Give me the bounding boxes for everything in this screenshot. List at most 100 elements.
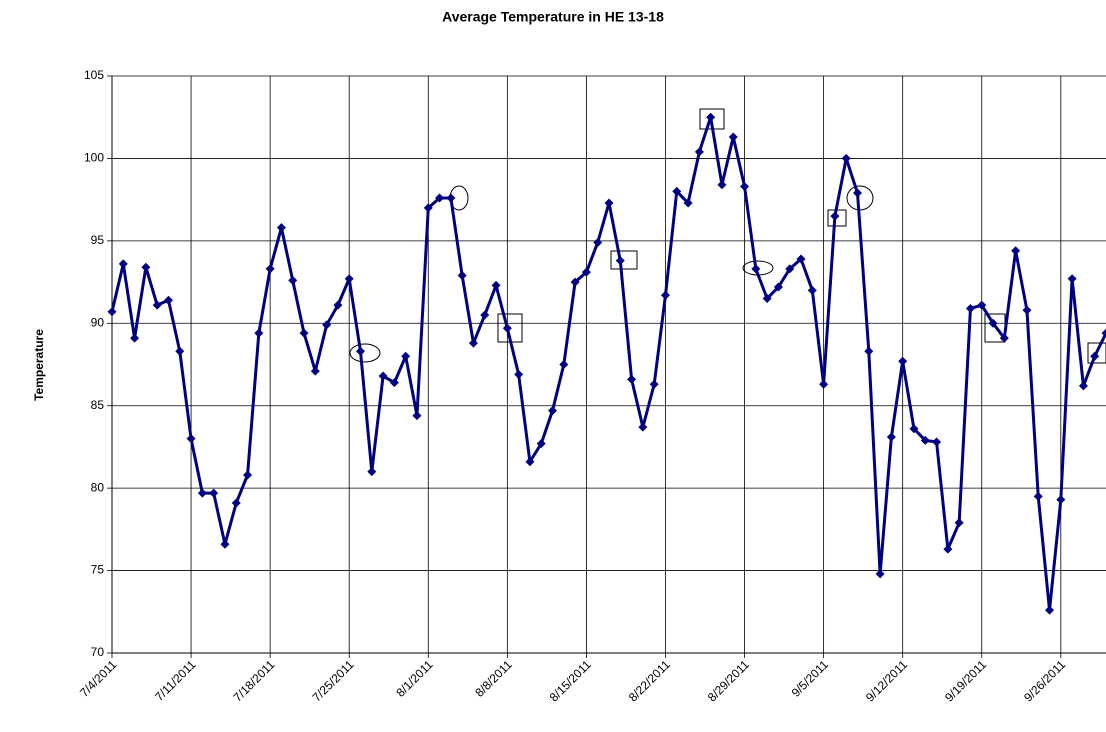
data-point [141,262,151,272]
y-tick-label: 75 [91,563,105,577]
data-point [310,366,320,376]
data-point [378,371,388,381]
x-tick-label: 8/15/2011 [547,657,594,704]
data-point [299,328,309,338]
data-point [548,406,558,416]
data-point [717,180,727,190]
data-point [694,147,704,157]
data-point [468,338,478,348]
data-point [649,379,659,389]
data-point [898,356,908,366]
data-point [502,323,512,333]
data-point [740,181,750,191]
data-point [491,280,501,290]
data-point [570,277,580,287]
x-tick-label: 8/29/2011 [705,657,752,704]
y-tick-label: 90 [91,315,105,329]
data-point [604,198,614,208]
data-point [853,188,862,198]
y-tick-label: 95 [91,233,105,247]
data-point [875,569,885,579]
data-point [660,290,670,300]
data-point [107,307,117,317]
data-point [525,457,535,467]
x-tick-label: 7/25/2011 [310,657,357,704]
data-point [819,379,829,389]
data-point [728,132,738,142]
data-point [1078,381,1088,391]
data-point [231,498,241,508]
data-point [762,294,772,304]
data-point [1045,605,1055,615]
data-point [401,351,411,361]
y-tick-label: 70 [91,645,105,659]
data-point [785,264,795,274]
data-point [581,267,591,277]
data-point [514,369,524,379]
data-point [920,435,930,445]
data-point [197,488,207,498]
data-point [130,333,140,343]
series-line [110,115,1106,612]
data-point [841,153,851,163]
annotation-ellipse [846,185,874,211]
data-point [965,303,975,313]
data-point [254,328,264,338]
x-tick-label: 9/26/2011 [1021,657,1068,704]
data-point [593,238,603,248]
data-point [186,434,196,444]
data-point [480,310,490,320]
data-point [446,193,456,203]
data-point [751,264,761,274]
data-point [943,544,953,554]
data-point [559,360,569,369]
data-point [344,274,354,284]
y-axis-title: Temperature [32,329,46,401]
data-point [1067,274,1077,284]
x-tick-label: 8/22/2011 [626,657,673,704]
data-point [977,300,987,310]
data-point [830,211,840,221]
data-point [163,295,173,305]
data-point [276,223,286,233]
data-point [638,422,648,432]
data-point [909,424,919,434]
data-point [886,432,896,442]
data-point [1056,495,1066,505]
data-point [288,275,298,285]
data-point [1022,305,1032,315]
data-point [243,470,253,480]
x-tick-label: 9/5/2011 [789,657,832,700]
data-point [423,203,433,213]
data-point [265,264,275,274]
data-point [209,488,219,498]
x-tick-label: 8/8/2011 [472,657,515,700]
data-point [1090,351,1100,361]
data-point [457,270,467,280]
x-tick-label: 7/11/2011 [152,657,199,704]
data-point [389,378,399,388]
data-point [864,346,874,356]
data-point [773,282,783,292]
data-point [367,467,377,477]
annotation-box [610,250,638,270]
data-point [807,285,817,295]
x-tick-label: 7/4/2011 [77,657,120,700]
y-tick-label: 80 [91,480,105,494]
data-point [672,186,682,196]
data-point [220,539,230,549]
data-point [356,346,365,356]
data-point [1011,246,1021,256]
data-point [932,437,942,447]
y-tick-label: 105 [84,68,104,82]
data-point [615,256,625,266]
data-point [118,259,128,269]
data-point [988,318,998,328]
chart-title: Average Temperature in HE 13-18 [442,9,664,25]
data-point [435,193,445,203]
annotation-box [1087,342,1106,364]
data-point [627,374,637,384]
data-point [683,198,693,208]
annotation-ellipse [349,343,381,363]
